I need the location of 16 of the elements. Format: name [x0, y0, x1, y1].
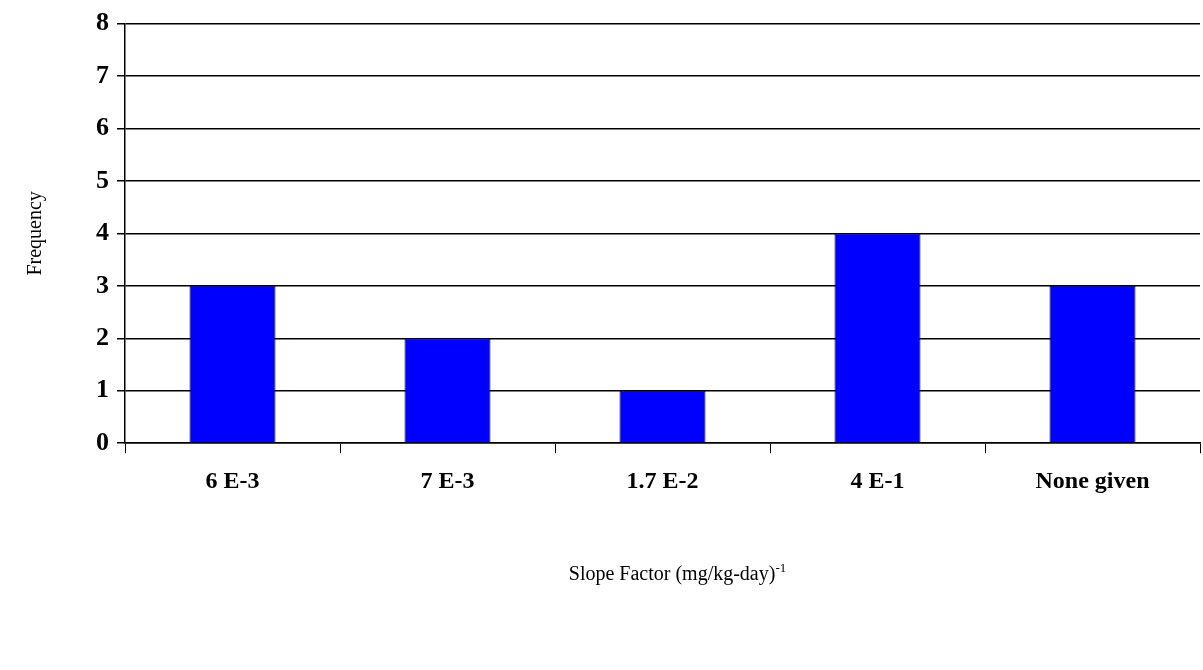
y-tick-label: 2	[96, 322, 109, 352]
x-axis-title: Slope Factor (mg/kg-day)$^{-1}$	[567, 560, 788, 585]
x-tick-label: 1.7 E-2	[626, 466, 699, 493]
y-tick-label: 5	[96, 164, 109, 194]
y-axis-title: Frequency	[23, 191, 47, 276]
y-tick-label: 0	[96, 426, 109, 456]
y-tick-label: 1	[96, 374, 109, 404]
y-tick-label: 4	[96, 217, 109, 247]
x-tick-label: None given	[1035, 466, 1150, 493]
x-tick-label: 4 E-1	[850, 466, 905, 493]
y-tick-label: 7	[96, 59, 109, 89]
y-tick-label: 6	[96, 112, 109, 142]
x-tick-label: 7 E-3	[420, 466, 475, 493]
y-tick-label: 3	[96, 269, 109, 299]
y-tick-label: 8	[96, 7, 109, 37]
x-tick-label: 6 E-3	[205, 466, 260, 493]
